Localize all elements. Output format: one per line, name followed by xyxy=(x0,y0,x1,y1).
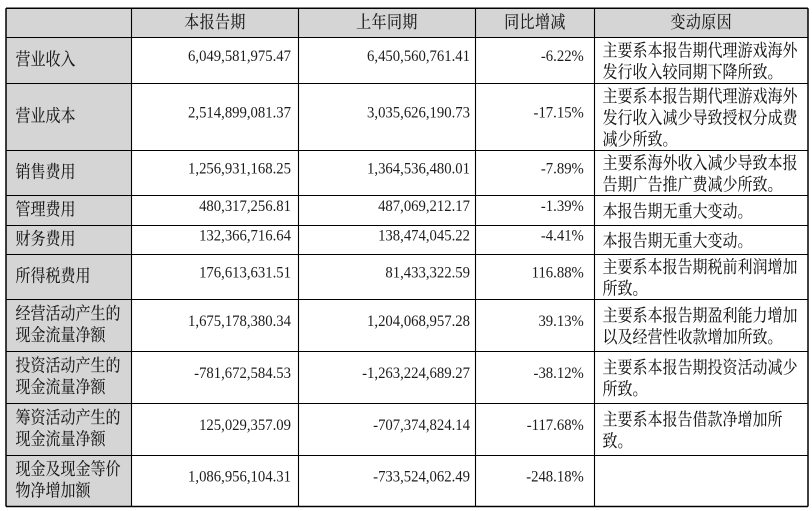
svg-text:-707,374,824.14: -707,374,824.14 xyxy=(373,416,470,434)
svg-text:6,450,560,761.41: 6,450,560,761.41 xyxy=(367,47,470,65)
svg-text:132,366,716.64: 132,366,716.64 xyxy=(199,227,291,245)
svg-text:39.13%: 39.13% xyxy=(538,312,584,330)
svg-text:-17.15%: -17.15% xyxy=(534,104,584,122)
svg-text:487,069,212.17: 487,069,212.17 xyxy=(378,197,470,215)
svg-text:138,474,045.22: 138,474,045.22 xyxy=(378,227,470,245)
svg-text:125,029,357.09: 125,029,357.09 xyxy=(199,416,291,434)
svg-text:-6.22%: -6.22% xyxy=(541,47,584,65)
svg-text:480,317,256.81: 480,317,256.81 xyxy=(199,197,291,215)
svg-text:-38.12%: -38.12% xyxy=(534,364,584,382)
svg-text:-7.89%: -7.89% xyxy=(541,160,584,178)
svg-text:2,514,899,081.37: 2,514,899,081.37 xyxy=(188,104,291,122)
svg-text:1,256,931,168.25: 1,256,931,168.25 xyxy=(188,160,291,178)
svg-text:81,433,322.59: 81,433,322.59 xyxy=(385,264,470,282)
svg-text:116.88%: 116.88% xyxy=(532,264,584,282)
svg-text:-781,672,584.53: -781,672,584.53 xyxy=(194,364,291,382)
svg-text:1,675,178,380.34: 1,675,178,380.34 xyxy=(188,312,291,330)
svg-text:-1,263,224,689.27: -1,263,224,689.27 xyxy=(362,364,470,382)
svg-text:-117.68%: -117.68% xyxy=(527,416,584,434)
svg-text:-4.41%: -4.41% xyxy=(541,227,584,245)
svg-text:3,035,626,190.73: 3,035,626,190.73 xyxy=(367,104,470,122)
svg-text:176,613,631.51: 176,613,631.51 xyxy=(199,264,291,282)
svg-text:-1.39%: -1.39% xyxy=(541,197,584,215)
svg-text:-248.18%: -248.18% xyxy=(526,468,584,486)
svg-text:-733,524,062.49: -733,524,062.49 xyxy=(373,468,470,486)
svg-text:6,049,581,975.47: 6,049,581,975.47 xyxy=(188,47,291,65)
svg-text:1,086,956,104.31: 1,086,956,104.31 xyxy=(188,468,291,486)
svg-text:1,204,068,957.28: 1,204,068,957.28 xyxy=(367,312,470,330)
svg-text:1,364,536,480.01: 1,364,536,480.01 xyxy=(367,160,470,178)
